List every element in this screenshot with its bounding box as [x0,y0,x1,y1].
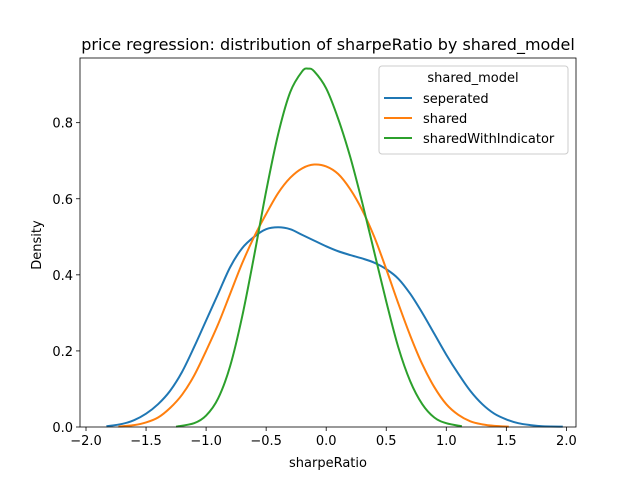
y-tick-label: 0.4 [52,269,73,284]
legend-label-shared: shared [423,112,467,127]
x-tick-label: −0.5 [250,434,282,449]
legend-entries: seperated shared sharedWithIndicator [384,92,555,147]
legend-label-sharedWithIndicator: sharedWithIndicator [423,132,555,147]
x-axis: −2.0 −1.5 −1.0 −0.5 0.0 0.5 1.0 1.5 2.0 [70,427,577,449]
x-tick-label: −1.0 [190,434,222,449]
y-axis: 0.0 0.2 0.4 0.6 0.8 [52,117,80,436]
y-tick-label: 0.2 [52,345,73,360]
legend-box [378,65,569,155]
legend: shared_model seperated shared sharedWithIn… [378,65,569,155]
x-tick-label: 2.0 [556,434,577,449]
legend-title: shared_model [427,71,518,86]
x-tick-label: 0.0 [316,434,337,449]
plot-series [106,67,563,428]
legend-label-seperated: seperated [423,92,489,107]
x-tick-label: 0.5 [376,434,397,449]
y-tick-label: 0.0 [52,421,73,436]
series-line-shared [118,163,509,428]
x-axis-label: sharpeRatio [289,456,367,471]
plot-frame [79,57,577,428]
y-tick-label: 0.6 [52,193,73,208]
series-line-seperated [106,226,563,428]
y-axis-label: Density [30,220,45,270]
x-tick-label: −1.5 [130,434,162,449]
x-tick-label: 1.0 [436,434,457,449]
x-tick-label: 1.5 [496,434,517,449]
series-line-sharedWithIndicator [175,67,463,428]
x-tick-label: −2.0 [70,434,102,449]
y-tick-label: 0.8 [52,117,73,132]
chart-title: price regression: distribution of sharpe… [81,35,575,55]
